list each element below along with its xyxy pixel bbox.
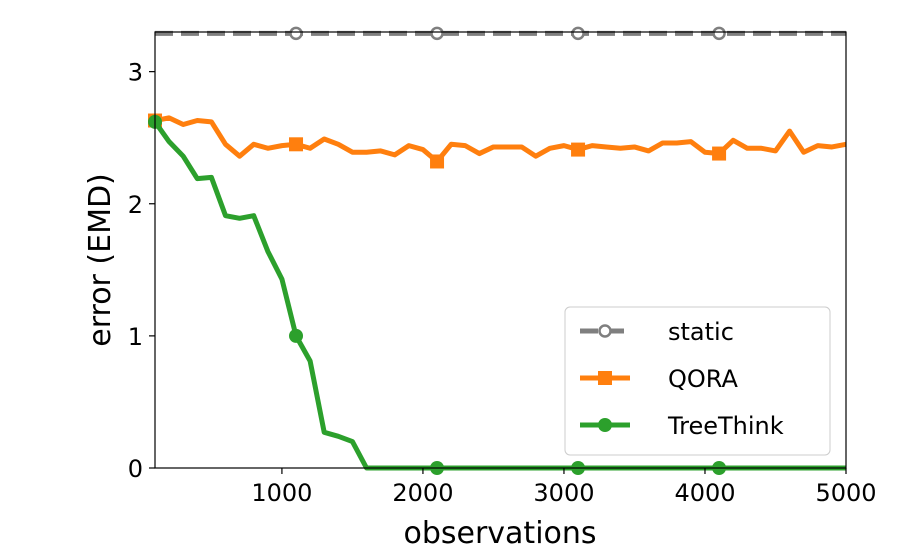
y-axis-label: error (EMD) <box>83 173 118 347</box>
y-tick-label: 0 <box>128 455 143 483</box>
data-point-qora <box>289 137 304 152</box>
legend-marker-qora <box>598 371 612 385</box>
data-point-treethink <box>289 328 304 343</box>
x-tick-label: 4000 <box>674 479 735 507</box>
x-tick-label: 2000 <box>392 479 453 507</box>
x-tick-label: 3000 <box>533 479 594 507</box>
axes-frame <box>154 31 847 469</box>
axis-ticks: 1000 2000 3000 4000 5000 0 1 2 3 <box>128 59 877 507</box>
legend: static QORA TreeThink <box>564 306 831 456</box>
legend-marker-static <box>598 324 612 338</box>
legend-label-qora: QORA <box>668 365 738 393</box>
legend-label-static: static <box>668 318 734 346</box>
legend-label-treethink: TreeThink <box>667 412 784 440</box>
y-tick-label: 2 <box>128 191 143 219</box>
data-point-static <box>571 26 585 41</box>
y-tick-label: 1 <box>128 323 143 351</box>
legend-box <box>564 306 831 456</box>
y-tick-label: 3 <box>128 59 143 87</box>
legend-marker-treethink <box>598 418 612 432</box>
data-point-qora <box>430 154 445 169</box>
x-tick-label: 5000 <box>815 479 876 507</box>
x-axis-label: observations <box>403 516 596 551</box>
data-point-qora <box>712 146 727 161</box>
data-point-static <box>712 26 726 41</box>
data-point-qora <box>571 142 586 157</box>
data-point-static <box>430 26 444 41</box>
x-tick-label: 1000 <box>251 479 312 507</box>
data-point-static <box>289 26 303 41</box>
series-line-qora <box>154 115 847 164</box>
